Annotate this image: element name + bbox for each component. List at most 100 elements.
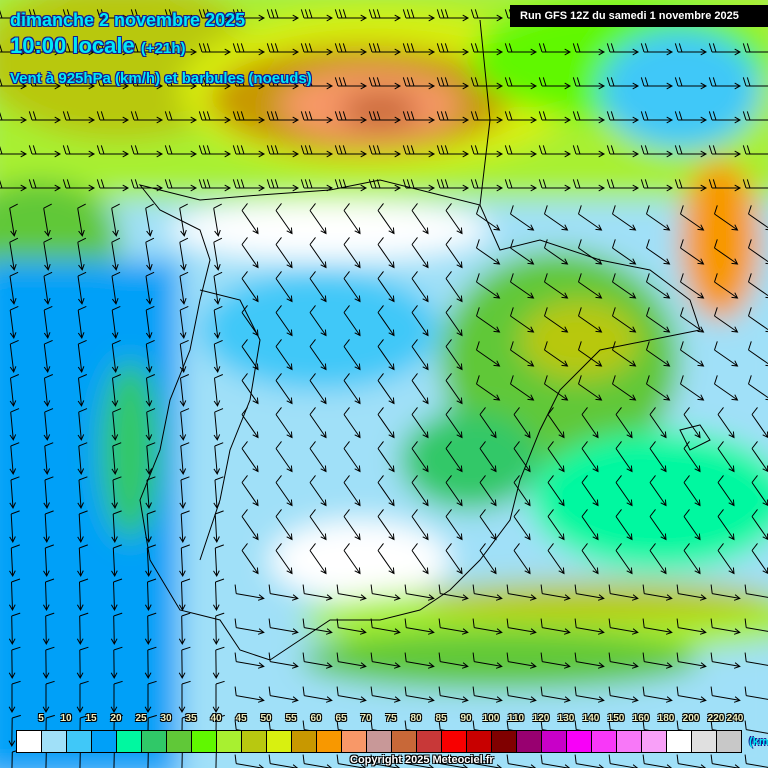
- wind-barb: [145, 544, 156, 578]
- wind-barb: [179, 442, 190, 476]
- wind-barb: [178, 646, 191, 680]
- wind-barb: [538, 145, 572, 158]
- wind-barb: [510, 375, 535, 401]
- wind-barb: [111, 374, 121, 407]
- wind-barb: [9, 544, 20, 578]
- legend-swatch: [442, 731, 467, 752]
- wind-barb: [436, 43, 470, 56]
- wind-barb: [710, 686, 741, 703]
- wind-barb: [96, 145, 130, 158]
- wind-barb: [241, 373, 259, 405]
- legend-label: 90: [460, 713, 472, 724]
- wind-barb: [578, 307, 603, 333]
- wind-barb: [411, 543, 429, 575]
- wind-barb: [676, 584, 707, 601]
- wind-barb: [213, 374, 223, 407]
- wind-barb: [744, 754, 768, 768]
- wind-barb: [377, 509, 395, 541]
- wind-barb: [572, 179, 606, 192]
- wind-barb: [513, 509, 531, 541]
- wind-barb: [130, 9, 164, 22]
- wind-barb: [300, 145, 334, 158]
- wind-barb: [130, 145, 164, 158]
- wind-barb: [42, 578, 55, 612]
- wind-barb: [179, 271, 189, 305]
- wind-barb: [680, 273, 705, 299]
- wind-barb: [470, 43, 504, 56]
- wind-barb: [708, 179, 742, 192]
- wind-barb: [43, 510, 54, 544]
- wind-barb: [411, 509, 429, 541]
- wind-barb: [445, 509, 463, 541]
- wind-barb: [43, 339, 53, 373]
- wind-barb: [615, 475, 633, 507]
- wind-barb: [111, 510, 122, 544]
- wind-barb: [309, 407, 327, 439]
- wind-barb: [343, 305, 361, 337]
- wind-barb: [96, 179, 130, 192]
- wind-barb: [472, 686, 503, 703]
- wind-barb: [506, 584, 537, 601]
- legend-swatch: [217, 731, 242, 752]
- wind-barb: [377, 271, 395, 303]
- legend-swatch: [592, 731, 617, 752]
- wind-barb: [309, 271, 327, 303]
- wind-barb: [377, 203, 395, 235]
- legend-label: 85: [435, 713, 447, 724]
- wind-barb: [96, 43, 130, 56]
- wind-barb: [714, 273, 739, 299]
- wind-barb: [615, 441, 633, 473]
- wind-barb: [334, 9, 368, 22]
- wind-barb: [476, 205, 501, 231]
- wind-barb: [640, 111, 674, 124]
- wind-barb: [708, 77, 742, 90]
- wind-barb: [649, 407, 667, 439]
- legend-swatch: [367, 731, 392, 752]
- wind-barb: [540, 652, 571, 669]
- wind-barb: [710, 652, 741, 669]
- wind-barb: [642, 584, 673, 601]
- wind-barb: [674, 111, 708, 124]
- copyright: Copyright 2025 Meteociel.fr: [350, 754, 494, 766]
- wind-barb: [411, 441, 429, 473]
- wind-barb: [232, 77, 266, 90]
- wind-barb: [642, 686, 673, 703]
- wind-barb: [608, 686, 639, 703]
- wind-barb: [234, 618, 265, 635]
- wind-barb: [676, 686, 707, 703]
- wind-barb: [164, 9, 198, 22]
- legend-swatch: [417, 731, 442, 752]
- wind-barb: [234, 652, 265, 669]
- wind-barb: [438, 584, 469, 601]
- wind-barb: [9, 305, 19, 339]
- wind-barb: [540, 584, 571, 601]
- wind-barb: [343, 339, 361, 371]
- wind-barb: [411, 475, 429, 507]
- wind-barb: [144, 680, 157, 714]
- wind-barb: [9, 271, 19, 305]
- wind-barb: [179, 544, 190, 578]
- wind-barb: [300, 77, 334, 90]
- wind-barb: [145, 237, 155, 271]
- wind-barb: [268, 686, 299, 703]
- wind-barb: [77, 305, 87, 339]
- legend-swatch: [67, 731, 92, 752]
- wind-barb: [0, 43, 28, 56]
- wind-barb: [179, 408, 190, 441]
- wind-barb: [438, 652, 469, 669]
- wind-barb: [275, 271, 293, 303]
- wind-barb: [241, 543, 259, 575]
- wind-barb: [334, 179, 368, 192]
- wind-barb: [145, 339, 155, 373]
- wind-barb: [612, 239, 637, 265]
- wind-barb: [717, 441, 735, 473]
- wind-barb: [608, 584, 639, 601]
- wind-barb: [538, 43, 572, 56]
- forecast-time: 10:00 locale (+21h): [10, 33, 185, 59]
- wind-barb: [77, 271, 87, 305]
- wind-barb: [445, 339, 463, 371]
- wind-barb: [368, 111, 402, 124]
- legend-label: 75: [385, 713, 397, 724]
- wind-barb: [266, 111, 300, 124]
